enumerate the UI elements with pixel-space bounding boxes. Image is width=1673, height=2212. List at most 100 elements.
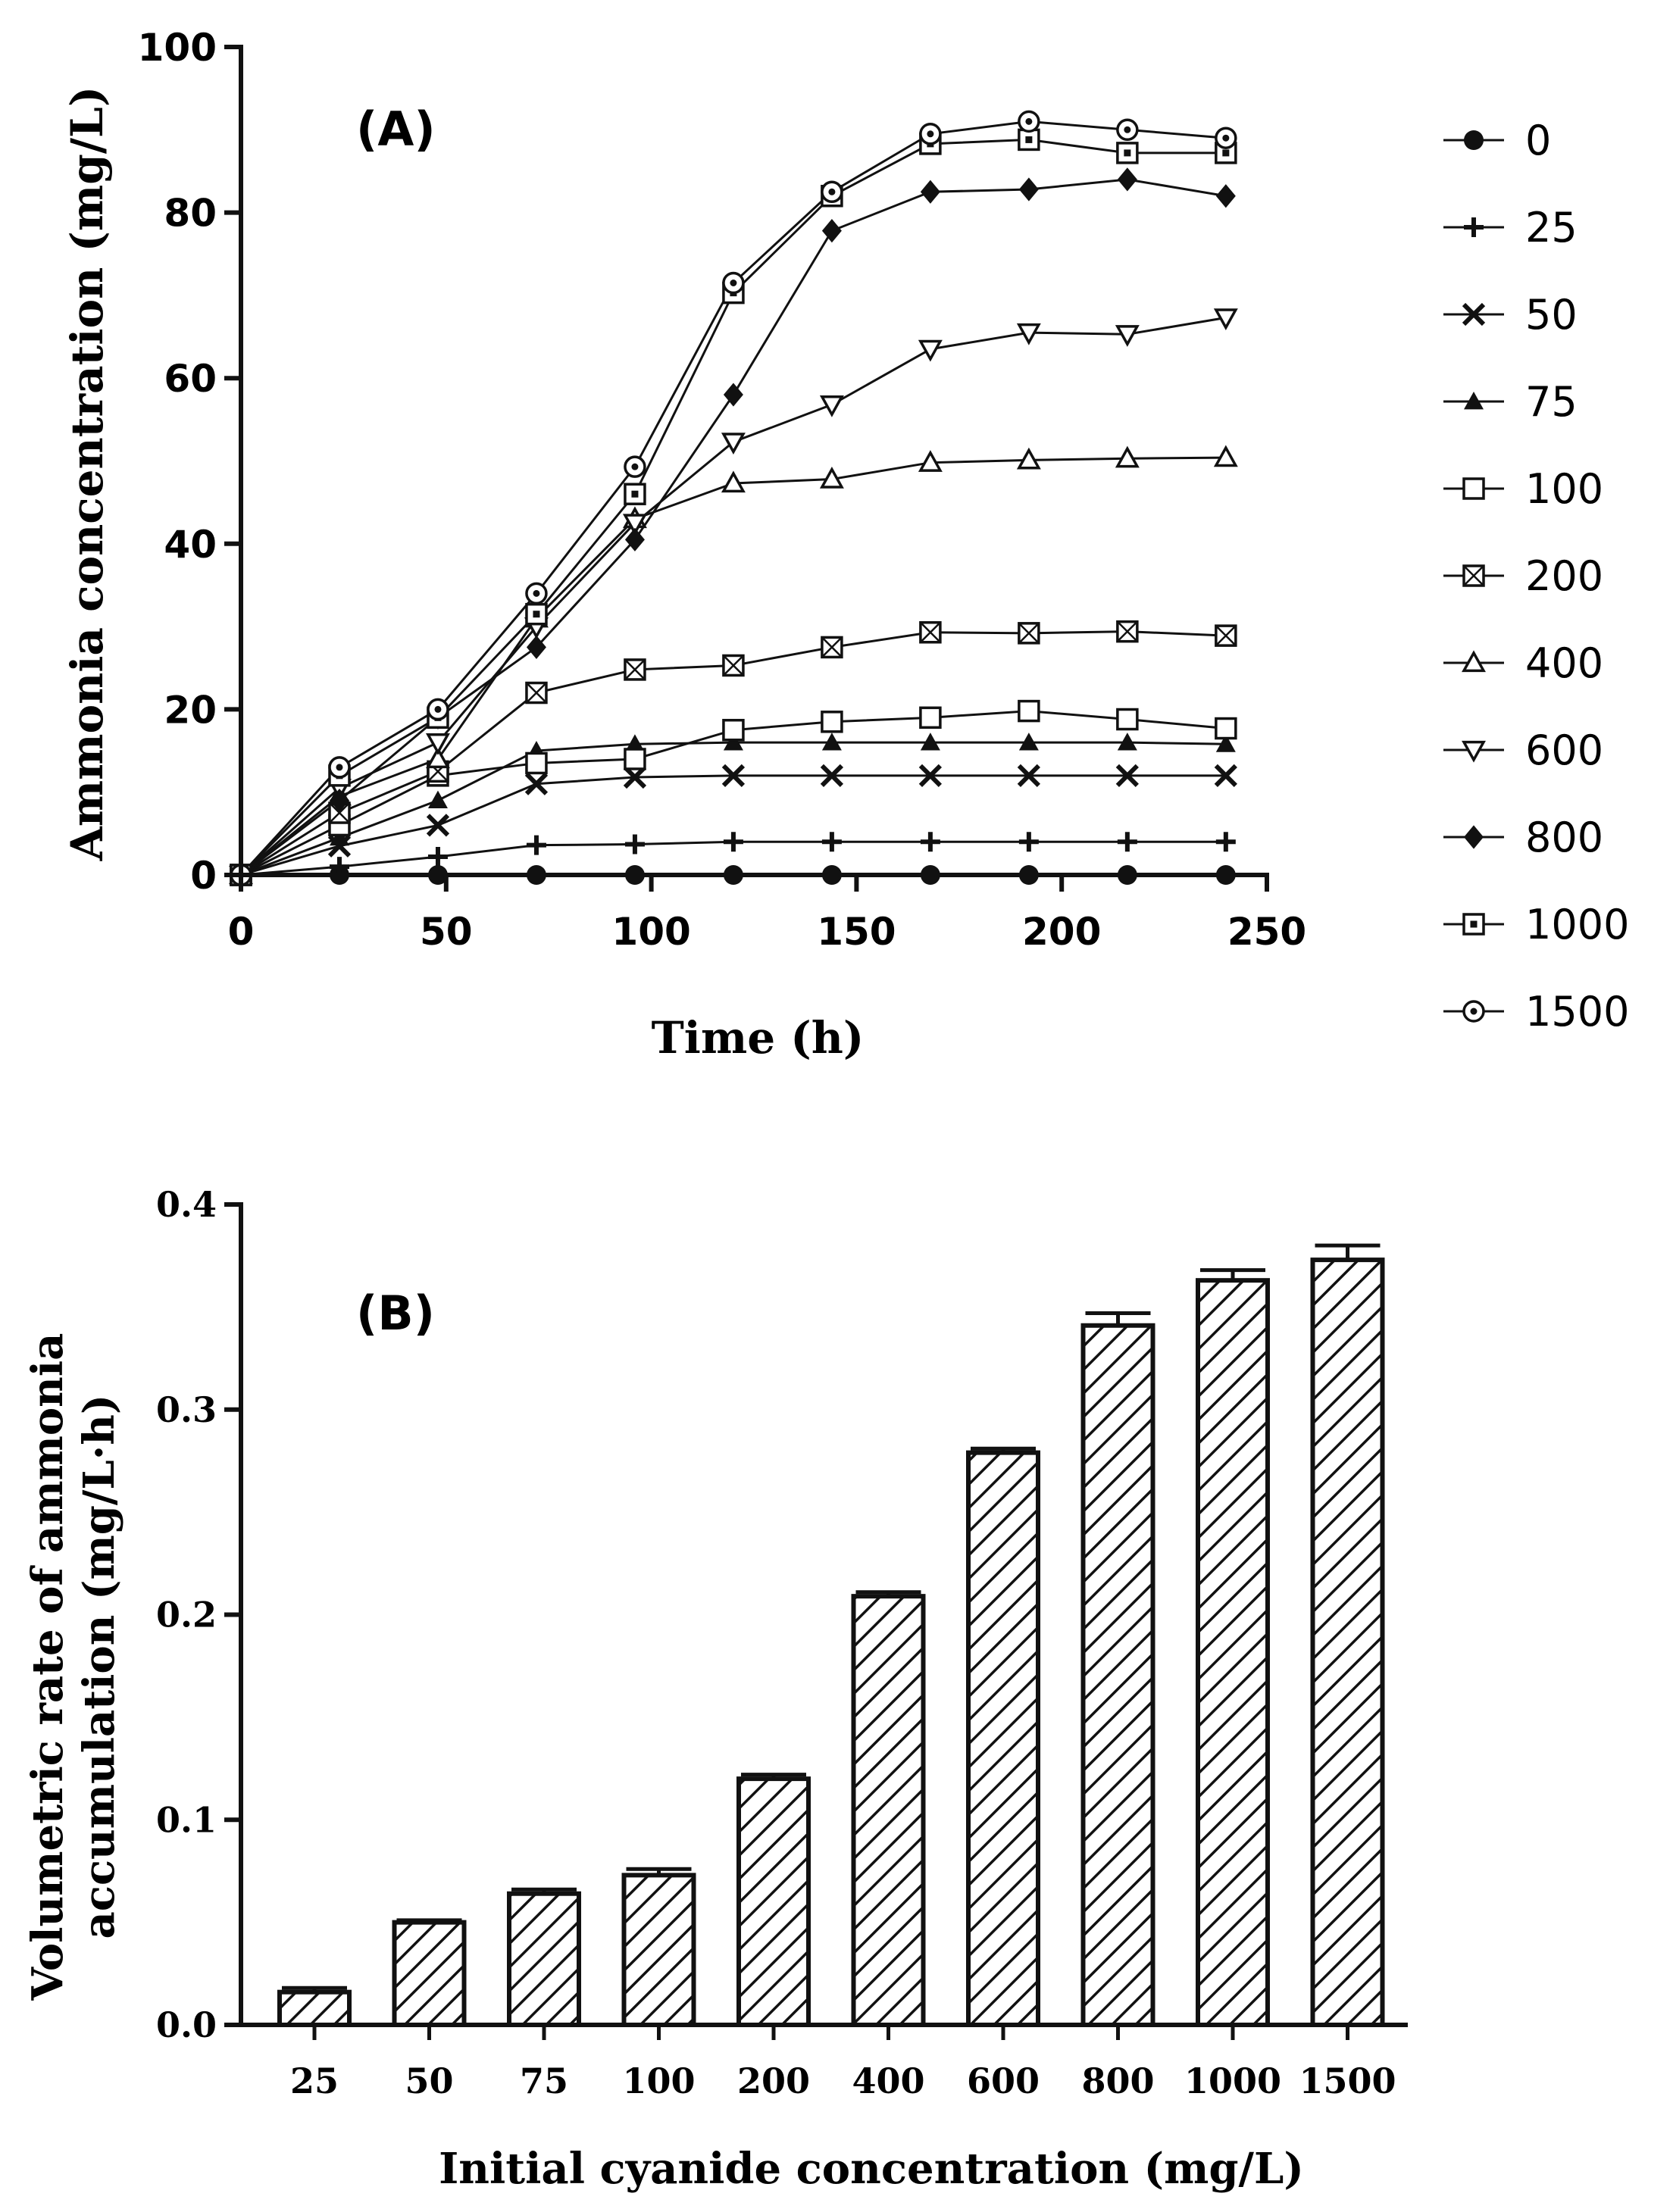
bar-group-600 [966, 1446, 1040, 2028]
legend-entry-1500: 1500 [1443, 988, 1629, 1036]
bar-group-200 [736, 1773, 811, 2028]
panel-a-y-tick-label: 0 [190, 854, 217, 898]
bar-group-50 [392, 1918, 467, 2027]
data-point-75 [427, 790, 448, 809]
data-point-600 [721, 433, 746, 455]
data-point-25 [723, 832, 743, 852]
panel-a-y-tick-label: 40 [164, 523, 217, 567]
legend-entry-800: 800 [1443, 814, 1603, 861]
legend-label: 1000 [1525, 901, 1629, 948]
data-point-200 [1116, 620, 1139, 643]
legend-entry-100: 100 [1443, 465, 1603, 513]
panel-b-y-tick-label: 0.2 [156, 1595, 217, 1636]
series-line-75 [240, 741, 1226, 876]
data-point-25 [526, 835, 546, 855]
bar-group-100 [621, 1867, 696, 2028]
legend-marker [1462, 477, 1485, 500]
panel-a-label: (A) [356, 102, 436, 157]
bar-400 [851, 1594, 926, 2028]
legend-entry-1000: 1000 [1443, 901, 1629, 948]
legend-marker [1462, 1000, 1485, 1023]
panel-a-x-tick-label: 50 [420, 910, 473, 954]
legend-entry-50: 50 [1443, 291, 1578, 339]
data-point-25 [1018, 832, 1039, 852]
data-point-75 [624, 734, 645, 752]
series-line-50 [240, 774, 1226, 876]
panel-b-x-tick-label: 400 [852, 2060, 924, 2101]
data-point-800 [920, 180, 940, 204]
panel-b-x-tick-label: 50 [405, 2060, 453, 2101]
data-point-1500 [722, 271, 745, 295]
data-point-1000 [1018, 128, 1040, 152]
legend-marker [1464, 130, 1484, 150]
data-point-50 [918, 764, 943, 787]
panel-a-y-tick-label: 80 [164, 192, 217, 236]
bar-50 [392, 1920, 467, 2027]
data-point-1500 [1215, 127, 1237, 149]
data-point-800 [526, 635, 546, 660]
data-point-75 [1018, 733, 1039, 751]
legend-label: 0 [1525, 117, 1551, 164]
panel-a-legend: 0 25 50 75 100 200 400 600 800 1000 1500 [1443, 117, 1629, 1036]
data-point-800 [1117, 167, 1137, 192]
data-point-1500 [1018, 110, 1040, 133]
panel-b-y-tick-label: 0.1 [156, 1799, 217, 1840]
data-point-1500 [427, 698, 449, 721]
error-bar-400 [855, 1590, 921, 1597]
legend-label: 50 [1525, 291, 1578, 339]
data-point-800 [821, 219, 842, 243]
bar-group-1000 [1196, 1268, 1270, 2027]
data-point-1500 [821, 180, 843, 204]
data-point-100 [919, 706, 942, 730]
panel-b-x-tick-label: 25 [290, 2060, 339, 2101]
panel-b-y-axis-label-line-2: accumulation (mg/L·h) [74, 1395, 124, 1939]
data-point-100 [525, 751, 548, 775]
data-point-600 [819, 395, 844, 417]
panel-b-bar-chart: 0.0 0.1 0.2 0.3 0.4 25 50 75 100 200 400 600 800 1000… [23, 1184, 1408, 2194]
data-point-800 [624, 527, 645, 551]
data-point-800 [723, 383, 743, 407]
data-point-75 [821, 733, 842, 751]
panel-a-y-axis-label: Ammonia concentration (mg/L) [61, 86, 113, 862]
legend-marker [1462, 740, 1486, 763]
legend-label: 25 [1525, 204, 1578, 252]
data-point-25 [1117, 832, 1137, 852]
bar-75 [507, 1891, 581, 2027]
data-point-1500 [328, 756, 351, 779]
data-point-25 [624, 834, 645, 854]
legend-marker [1462, 302, 1486, 326]
data-point-100 [1116, 708, 1139, 731]
data-point-400 [721, 470, 746, 493]
panel-b-y-tick-label: 0.4 [156, 1184, 217, 1225]
data-point-400 [1016, 447, 1041, 470]
legend-entry-75: 75 [1443, 378, 1578, 426]
panel-b-x-tick-label: 200 [737, 2060, 810, 2101]
bar-600 [966, 1450, 1040, 2028]
legend-marker [1464, 217, 1484, 237]
error-bar-100 [626, 1867, 692, 1876]
panel-a-x-tick-label: 250 [1227, 910, 1306, 954]
legend-marker [1462, 564, 1485, 587]
error-bar-75 [511, 1887, 577, 1894]
legend-marker [1462, 650, 1486, 673]
bar-group-400 [851, 1590, 926, 2028]
legend-marker [1464, 825, 1484, 849]
bar-100 [621, 1873, 696, 2028]
panel-a-x-tick-label: 0 [228, 910, 255, 954]
data-point-600 [1115, 325, 1140, 347]
data-point-25 [920, 832, 940, 852]
legend-marker [1464, 392, 1484, 410]
data-point-75 [723, 733, 743, 751]
data-point-1500 [525, 582, 548, 605]
legend-entry-0: 0 [1443, 117, 1551, 164]
data-point-1000 [1116, 142, 1139, 164]
legend-entry-400: 400 [1443, 639, 1603, 687]
data-point-200 [919, 621, 942, 644]
data-point-50 [820, 764, 844, 787]
panel-a-y-tick-label: 100 [138, 26, 217, 70]
legend-label: 800 [1525, 814, 1603, 861]
legend-entry-200: 200 [1443, 552, 1603, 600]
series-line-1500 [239, 120, 1226, 876]
legend-label: 400 [1525, 639, 1603, 687]
